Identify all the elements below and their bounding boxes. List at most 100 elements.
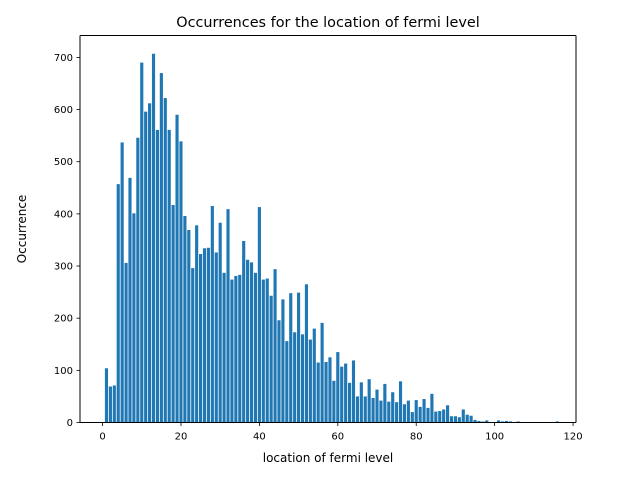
bar [144,111,148,423]
bar [398,381,403,423]
bar [179,141,183,423]
bar [273,269,277,423]
bar [128,177,132,423]
bar [108,386,112,423]
bar [320,322,324,423]
bar [348,382,352,423]
bar [249,262,254,423]
bars-group [104,53,559,423]
bar [210,206,214,423]
bar [508,421,512,423]
bar [355,396,359,423]
bar [195,225,199,423]
y-axis-label: Occurrence [15,195,29,264]
bar [246,259,250,423]
bar [136,137,140,423]
bar [226,209,230,423]
bar [461,409,465,423]
bar [218,222,222,423]
bar [555,421,559,423]
bar [155,129,160,423]
y-tick-label: 600 [54,105,73,116]
x-tick-label: 40 [253,432,266,443]
bar [124,262,128,423]
x-tick-label: 120 [564,432,583,443]
bar [175,114,179,423]
bar [308,339,312,423]
y-tick-label: 400 [54,209,73,220]
bar [202,248,207,423]
bar [191,268,195,423]
bar [473,419,477,423]
y-tick-label: 700 [54,53,73,64]
y-tick-label: 500 [54,157,73,168]
bar [269,295,273,423]
bar [289,293,293,423]
bar [410,412,414,423]
bar [222,272,226,423]
bar [116,184,120,423]
bar [430,393,434,423]
bar [214,252,218,423]
bar [395,402,399,423]
bar [340,366,344,423]
bar [359,382,363,423]
bar [453,416,457,423]
bar [367,379,371,423]
bar [457,417,461,423]
bar [167,129,171,423]
bar [375,389,379,423]
bar [234,275,238,423]
bar [293,332,297,423]
bar [281,299,285,423]
bar [442,409,446,423]
bar [151,53,156,423]
bar [351,360,356,423]
bar [344,363,348,423]
bar [230,279,234,423]
bar [332,380,336,423]
bar [285,341,289,423]
bar [261,279,265,423]
bar [199,254,203,423]
bar [422,399,426,423]
x-axis-ticks: 0 20 40 60 80 100 120 [99,422,583,443]
bar [504,420,508,423]
bar [438,411,442,423]
x-tick-label: 20 [175,432,188,443]
bar [449,416,454,423]
bar [140,62,144,423]
bar [324,362,328,423]
bar [485,420,489,423]
x-tick-label: 60 [331,432,344,443]
y-axis-ticks: 0 100 200 300 400 500 600 700 [54,53,80,429]
bar [104,368,109,423]
bar [516,421,520,423]
bar [265,278,269,423]
bar [379,400,383,423]
bar [402,404,407,423]
bar [120,142,124,423]
x-tick-label: 80 [410,432,423,443]
y-tick-label: 300 [54,262,73,273]
bar [496,420,501,423]
bar [242,241,246,423]
bar [469,415,473,423]
bar [159,73,163,423]
bar [206,247,210,423]
bar [426,407,430,423]
bar [253,272,258,423]
bar [183,215,187,423]
axes-frame [79,35,577,423]
bar [187,230,191,423]
bar [277,320,281,423]
bar [383,383,387,423]
bar [418,406,422,423]
bar [132,213,136,423]
bar [257,207,261,423]
bar [304,284,309,423]
bar [387,401,391,423]
bar [148,103,152,423]
bar [391,392,395,423]
